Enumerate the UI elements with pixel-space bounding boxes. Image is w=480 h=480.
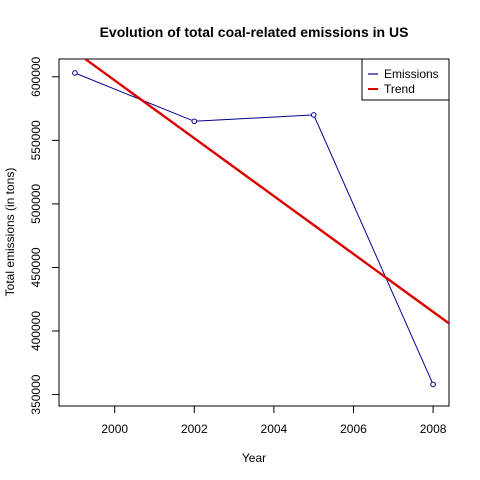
chart-title: Evolution of total coal-related emission…	[100, 24, 409, 40]
y-tick-label: 550000	[29, 120, 43, 160]
y-axis: 350000 400000 450000 500000 550000 600000	[29, 56, 59, 415]
y-tick-label: 350000	[29, 374, 43, 414]
x-tick-label: 2000	[101, 422, 128, 436]
x-tick-label: 2006	[340, 422, 367, 436]
x-axis-label: Year	[242, 451, 266, 465]
x-axis: 2000 2002 2004 2006 2008	[101, 406, 447, 436]
y-tick-label: 400000	[29, 311, 43, 351]
x-tick-label: 2002	[181, 422, 208, 436]
data-point-emissions	[310, 112, 317, 118]
legend-label-emissions: Emissions	[384, 67, 439, 81]
y-axis-label: Total emissions (in tons)	[3, 168, 17, 297]
series-layer	[72, 59, 449, 388]
data-point-emissions	[191, 118, 198, 125]
legend-box	[361, 58, 450, 101]
data-point-emissions	[430, 381, 436, 388]
legend: Emissions Trend	[361, 58, 450, 101]
x-tick-label: 2008	[420, 422, 447, 436]
data-point-emissions	[72, 70, 78, 76]
y-tick-label: 450000	[29, 247, 43, 287]
series-line-emissions	[74, 72, 434, 385]
plot-frame	[58, 58, 450, 407]
legend-label-trend: Trend	[384, 82, 415, 96]
series-line-trend	[83, 59, 449, 325]
x-tick-label: 2004	[261, 422, 288, 436]
y-tick-label: 600000	[29, 56, 43, 96]
y-tick-label: 500000	[29, 184, 43, 224]
